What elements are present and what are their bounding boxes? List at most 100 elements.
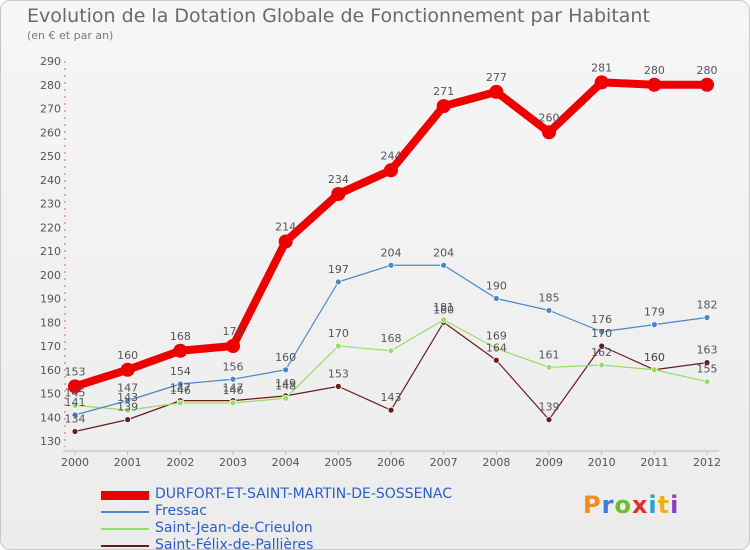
- data-label-0: 170: [223, 325, 244, 338]
- data-label-0: 160: [117, 349, 138, 362]
- data-point-1: [650, 321, 658, 329]
- x-tick-label: 2001: [114, 456, 142, 469]
- data-point-2: [650, 366, 658, 374]
- y-tick-label: 210: [40, 245, 61, 258]
- data-point-1: [124, 397, 132, 405]
- data-point-2: [124, 406, 132, 414]
- data-point-2: [387, 347, 395, 355]
- x-tick-label: 2011: [640, 456, 668, 469]
- data-point-0: [647, 77, 662, 92]
- data-point-2: [545, 363, 553, 371]
- legend-label: Saint-Félix-de-Pallières: [155, 537, 314, 550]
- data-point-3: [124, 416, 132, 424]
- data-point-0: [120, 362, 135, 377]
- data-point-0: [68, 379, 82, 394]
- data-point-1: [440, 261, 448, 269]
- data-point-3: [387, 406, 395, 414]
- legend-swatch: [101, 528, 149, 530]
- legend-label: Fressac: [155, 503, 207, 519]
- x-tick-label: 2008: [482, 456, 510, 469]
- data-label-1: 141: [65, 396, 86, 409]
- data-point-2: [71, 401, 79, 409]
- data-point-0: [436, 99, 451, 114]
- data-point-2: [440, 316, 448, 324]
- data-point-0: [594, 75, 609, 90]
- data-point-1: [334, 278, 342, 286]
- data-label-3: 170: [591, 327, 612, 340]
- data-point-0: [331, 187, 346, 201]
- data-label-2: 146: [170, 384, 191, 397]
- data-point-0: [700, 77, 714, 92]
- data-point-0: [173, 343, 188, 358]
- data-point-1: [71, 411, 79, 419]
- data-label-3: 147: [170, 382, 191, 395]
- data-label-0: 260: [539, 111, 560, 124]
- x-tick-label: 2006: [377, 456, 405, 469]
- data-point-3: [492, 356, 500, 364]
- data-point-1: [282, 366, 290, 374]
- logo-letter: o: [614, 491, 632, 519]
- data-label-1: 160: [275, 351, 296, 364]
- data-label-3: 180: [433, 303, 454, 316]
- data-point-0: [278, 234, 293, 249]
- data-label-0: 281: [591, 61, 612, 74]
- data-point-2: [703, 378, 711, 386]
- legend-swatch: [101, 511, 149, 513]
- x-tick-label: 2004: [272, 456, 300, 469]
- y-tick-label: 130: [40, 435, 61, 448]
- data-point-3: [545, 416, 553, 424]
- data-point-2: [492, 344, 500, 352]
- data-label-3: 153: [328, 367, 349, 380]
- y-tick-label: 240: [40, 174, 61, 187]
- proxiti-logo: Proxiti: [583, 491, 679, 519]
- data-label-3: 147: [223, 382, 244, 395]
- data-point-0: [384, 163, 398, 178]
- data-point-1: [387, 261, 395, 269]
- y-tick-label: 140: [40, 411, 61, 424]
- data-label-1: 197: [328, 263, 349, 276]
- data-point-2: [334, 342, 342, 350]
- x-tick-label: 2002: [166, 456, 194, 469]
- legend-swatch: [101, 545, 149, 547]
- logo-letter: t: [657, 491, 671, 519]
- data-point-3: [703, 359, 711, 367]
- y-tick-label: 250: [40, 150, 61, 163]
- data-label-0: 277: [486, 71, 507, 84]
- data-label-1: 154: [170, 365, 191, 378]
- data-label-2: 146: [223, 384, 244, 397]
- legend-label: Saint-Jean-de-Crieulon: [155, 520, 313, 536]
- data-point-1: [545, 306, 553, 314]
- data-label-2: 181: [433, 301, 454, 314]
- data-label-0: 234: [328, 173, 349, 186]
- data-label-0: 214: [275, 221, 296, 234]
- data-label-2: 162: [591, 346, 612, 359]
- data-point-1: [176, 380, 184, 388]
- data-label-3: 163: [697, 344, 718, 357]
- y-tick-label: 290: [40, 55, 61, 68]
- data-point-0: [226, 339, 240, 353]
- data-label-1: 204: [433, 246, 454, 259]
- data-label-3: 149: [275, 377, 296, 390]
- x-tick-label: 2009: [535, 456, 563, 469]
- chart-title: Evolution de la Dotation Globale de Fonc…: [27, 5, 650, 27]
- x-tick-label: 2000: [61, 456, 89, 469]
- data-label-1: 185: [539, 291, 560, 304]
- x-tick-label: 2010: [588, 456, 616, 469]
- data-label-3: 164: [486, 341, 507, 354]
- y-tick-label: 170: [40, 340, 61, 353]
- data-point-2: [229, 399, 237, 407]
- data-label-2: 161: [539, 348, 560, 361]
- data-point-2: [598, 361, 606, 369]
- logo-letter: P: [583, 491, 602, 519]
- data-point-3: [334, 382, 342, 390]
- data-point-0: [489, 84, 504, 99]
- legend-swatch: [101, 490, 149, 500]
- data-label-2: 145: [65, 386, 86, 399]
- data-point-3: [71, 428, 79, 435]
- data-point-2: [282, 394, 290, 402]
- x-tick-label: 2012: [693, 456, 721, 469]
- data-label-2: 168: [381, 332, 402, 345]
- y-tick-label: 180: [40, 316, 61, 329]
- logo-letter: r: [601, 491, 615, 519]
